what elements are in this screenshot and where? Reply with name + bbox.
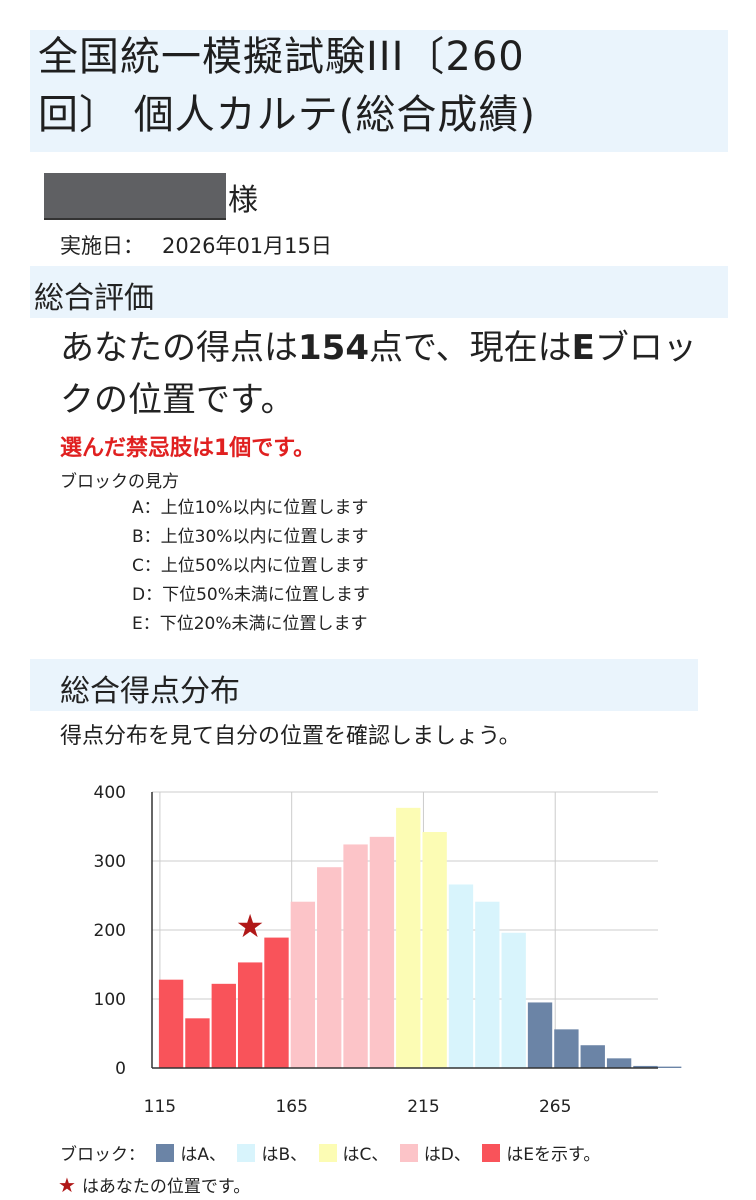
block-definition-b: B：上位30%以内に位置します xyxy=(132,527,369,547)
score-distribution-chart: 0 100 200 300 400 115 165 215 265 ★ xyxy=(94,783,682,1117)
legend-label-a: はA、 xyxy=(180,1145,227,1165)
histogram-bar xyxy=(527,1002,553,1068)
histogram-bar xyxy=(237,962,263,1068)
overall-section-title: 総合評価 xyxy=(34,281,154,316)
star-legend-label: はあなたの位置です。 xyxy=(81,1177,251,1197)
score-summary: あなたの得点は154点で、現在はEブロックの位置です。 xyxy=(60,322,710,426)
histogram-bar xyxy=(580,1045,605,1068)
legend-swatch-e xyxy=(482,1143,501,1162)
histogram-bar xyxy=(633,1065,658,1068)
redacted-name xyxy=(44,173,226,220)
histogram-bar xyxy=(369,836,395,1068)
histogram-bar xyxy=(475,901,500,1068)
histogram-bar xyxy=(185,1018,210,1068)
y-tick-label: 0 xyxy=(115,1059,126,1079)
legend-label-b: はB、 xyxy=(261,1145,308,1165)
y-tick-label: 200 xyxy=(94,921,126,941)
page-title: 全国統一模擬試験III〔260 回〕 個人カルテ(総合成績) xyxy=(38,28,728,144)
block-legend-title: ブロックの見方 xyxy=(60,472,179,492)
star-icon: ★ xyxy=(58,1173,76,1197)
y-tick-label: 300 xyxy=(94,852,126,872)
x-tick-label: 265 xyxy=(539,1097,571,1117)
histogram-bar xyxy=(554,1029,579,1068)
chart-star-legend: ★ はあなたの位置です。 xyxy=(58,1172,250,1197)
histogram-bar xyxy=(657,1066,682,1068)
histogram-bar xyxy=(606,1058,632,1068)
histogram-bar xyxy=(264,937,289,1068)
legend-swatch-a xyxy=(156,1143,175,1162)
block-definition-a: A：上位10%以内に位置します xyxy=(132,498,369,518)
block-definition-c: C：上位50%以内に位置します xyxy=(132,556,369,576)
histogram-bar xyxy=(422,832,447,1068)
chart-color-legend: ブロック： はA、 はB、 はC、 はD、 はEを示す。 xyxy=(60,1140,600,1165)
exam-date: 実施日： 2026年01月15日 xyxy=(60,230,332,260)
exam-date-value: 2026年01月15日 xyxy=(162,234,332,258)
y-tick-label: 400 xyxy=(94,783,126,803)
legend-label-e: はEを示す。 xyxy=(506,1145,601,1165)
block-definitions: A：上位10%以内に位置します B：上位30%以内に位置します C：上位50%以… xyxy=(132,494,370,639)
page-title-line1: 全国統一模擬試験III〔260 xyxy=(38,34,525,80)
block-definition-e: E：下位20%未満に位置します xyxy=(132,614,368,634)
block-definition-d: D：下位50%未満に位置します xyxy=(132,585,370,605)
histogram-bar xyxy=(290,901,316,1068)
score-prefix: あなたの得点は xyxy=(60,328,298,368)
legend-swatch-c xyxy=(318,1143,337,1162)
overall-section-band xyxy=(30,266,728,318)
legend-label-d: はD、 xyxy=(423,1145,471,1165)
legend-label-c: はC、 xyxy=(342,1145,389,1165)
legend-swatch-d xyxy=(399,1143,418,1162)
histogram-bar xyxy=(343,844,368,1068)
page-title-line2: 回〕 個人カルテ(総合成績) xyxy=(38,92,536,138)
distribution-section-title: 総合得点分布 xyxy=(60,674,240,709)
x-tick-label: 165 xyxy=(275,1097,307,1117)
histogram-bar xyxy=(448,884,474,1068)
legend-swatch-b xyxy=(237,1143,256,1162)
histogram-bar xyxy=(396,807,421,1068)
histogram-bar xyxy=(158,979,184,1068)
distribution-section-band xyxy=(30,659,698,711)
x-tick-label: 215 xyxy=(407,1097,439,1117)
x-tick-label: 115 xyxy=(144,1097,176,1117)
distribution-subtitle: 得点分布を見て自分の位置を確認しましょう。 xyxy=(60,724,521,749)
block-value: E xyxy=(571,328,595,368)
score-mid: 点で、現在は xyxy=(368,328,572,368)
y-tick-label: 100 xyxy=(94,990,126,1010)
your-position-star: ★ xyxy=(236,907,265,945)
taboo-count: 選んだ禁忌肢は1個です。 xyxy=(60,436,316,461)
score-suffix: ブロックの位置です。 xyxy=(60,328,697,420)
title-band xyxy=(30,30,728,152)
histogram-bar xyxy=(317,867,342,1068)
exam-date-label: 実施日： xyxy=(60,234,144,258)
score-value: 154 xyxy=(298,328,369,368)
histogram-bar xyxy=(211,983,236,1068)
honorific-suffix: 様 xyxy=(228,183,258,218)
legend-prefix: ブロック： xyxy=(60,1145,145,1165)
histogram-bar xyxy=(501,932,526,1068)
